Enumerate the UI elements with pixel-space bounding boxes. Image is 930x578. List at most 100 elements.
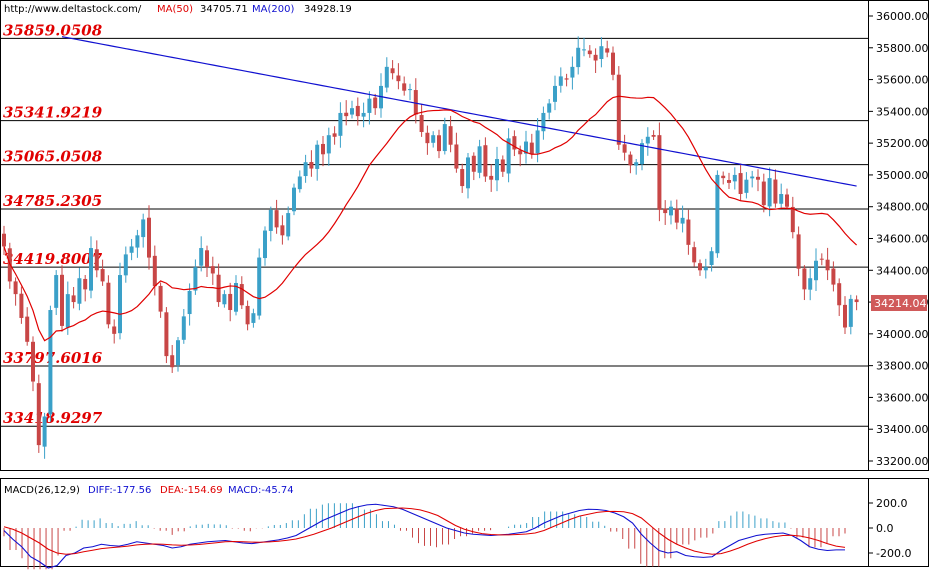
candle-body	[529, 142, 534, 155]
current-price-value: 34214.04	[874, 297, 927, 310]
candle-body	[802, 268, 807, 290]
ma200-value: 34928.19	[304, 4, 352, 15]
candle-body	[199, 248, 204, 266]
candle-body	[477, 146, 482, 173]
candle-body	[500, 159, 505, 172]
candle-body	[448, 126, 453, 145]
candle-body	[576, 47, 581, 68]
candle-body	[709, 251, 714, 265]
support-resistance-levels: 35859.0508 35341.9219 35065.0508 34785.2305…	[1, 21, 868, 427]
candle-body	[71, 295, 76, 303]
candle-body	[732, 174, 737, 182]
candle-body	[152, 255, 157, 287]
candle-body	[558, 76, 563, 86]
candle-body	[402, 83, 407, 91]
candle-body	[100, 269, 105, 282]
candle-body	[373, 97, 378, 109]
candle-body	[831, 268, 836, 285]
candle-body	[19, 293, 24, 318]
candle-body	[193, 267, 198, 291]
candle-body	[321, 143, 325, 155]
price-axis	[868, 0, 929, 471]
candle-body	[593, 54, 598, 61]
macd-tick-label: -200.0	[876, 547, 911, 560]
candle-body	[344, 112, 349, 117]
candle-body	[454, 144, 459, 169]
candle-body	[164, 312, 169, 357]
candle-body	[2, 233, 6, 247]
candle-body	[535, 130, 540, 154]
price-tick-label: 34400.00	[876, 264, 929, 277]
candle-body	[60, 274, 64, 326]
candle-body	[205, 250, 209, 268]
candle-body	[605, 48, 610, 53]
candle-body	[129, 246, 134, 253]
price-tick-label: 33400.00	[876, 423, 929, 436]
ma200-label: MA(200)	[252, 4, 294, 15]
candle-body	[564, 78, 569, 80]
candle-body	[848, 298, 853, 327]
candle-body	[181, 316, 186, 340]
level-label: 33418.9297	[3, 409, 103, 427]
price-tick-label: 35600.00	[876, 74, 929, 87]
candle-body	[83, 278, 88, 290]
candle-body	[437, 135, 441, 152]
candle-body	[570, 66, 575, 78]
candle-body	[785, 194, 789, 207]
candle-body	[431, 135, 436, 143]
candle-body	[611, 52, 615, 75]
site-url[interactable]: http://www.deltastock.com/	[4, 4, 142, 15]
candle-body	[36, 383, 41, 446]
candle-body	[228, 293, 233, 311]
price-tick-label: 35200.00	[876, 137, 929, 150]
level-label: 35341.9219	[3, 104, 103, 122]
price-tick-label: 33600.00	[876, 391, 929, 404]
level-label: 35065.0508	[3, 148, 103, 166]
price-tick-label: 34000.00	[876, 328, 929, 341]
candle-body	[506, 138, 511, 174]
level-label: 33797.6016	[3, 349, 103, 367]
price-panel	[0, 0, 869, 471]
macd-tick-label: 200.0	[876, 497, 908, 510]
candle-body	[466, 157, 470, 189]
candle-body	[692, 247, 697, 263]
candle-body	[738, 173, 743, 194]
price-tick-label: 35800.00	[876, 42, 929, 55]
candle-body	[390, 68, 395, 74]
macd-histogram	[3, 503, 846, 570]
candle-body	[483, 145, 488, 177]
candle-body	[524, 141, 528, 154]
candle-body	[187, 290, 192, 315]
candle-body	[106, 282, 111, 325]
candle-body	[843, 304, 847, 328]
price-tick-label: 33200.00	[876, 455, 929, 468]
candle-body	[413, 90, 418, 115]
candle-body	[744, 179, 749, 193]
candle-body	[599, 46, 604, 60]
candle-body	[25, 316, 30, 342]
candle-body	[616, 74, 621, 145]
candle-body	[460, 169, 465, 187]
level-label: 34419.8007	[3, 250, 103, 268]
candle-body	[141, 219, 146, 238]
macd-diff-label: DIFF:-177.56	[88, 485, 151, 496]
candle-body	[657, 135, 662, 210]
candle-body	[257, 257, 262, 316]
candle-body	[715, 174, 720, 254]
candle-body	[332, 133, 337, 137]
candle-body	[819, 258, 824, 260]
candle-body	[796, 234, 801, 269]
candle-body	[680, 217, 685, 224]
candle-body	[292, 187, 296, 212]
candle-body	[118, 275, 122, 334]
candle-body	[651, 135, 656, 137]
candle-body	[773, 179, 778, 204]
candle-body	[518, 150, 523, 155]
price-tick-label: 34600.00	[876, 233, 929, 246]
macd-ticks: 200.0 0.0 -200.0	[868, 497, 911, 560]
macd-dea-line	[3, 507, 846, 555]
candle-body	[297, 176, 302, 190]
candle-body	[274, 210, 279, 228]
candle-body	[89, 248, 93, 291]
level-label: 34785.2305	[3, 192, 102, 210]
